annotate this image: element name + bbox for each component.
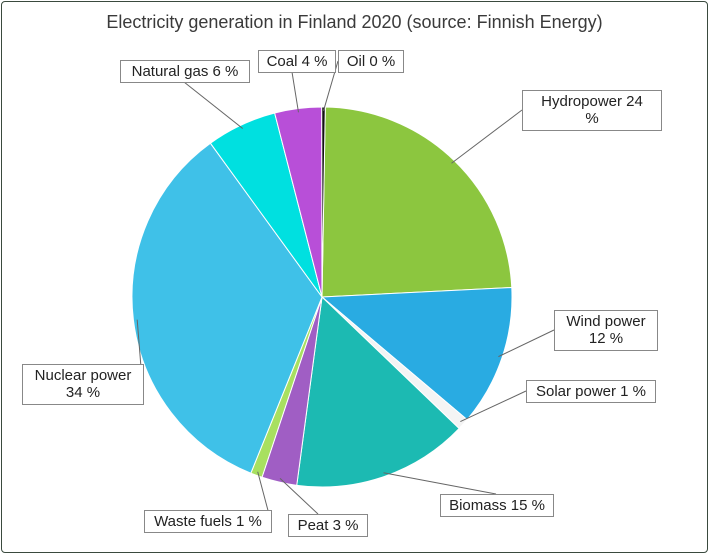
leader-line bbox=[383, 473, 496, 494]
label-natural-gas: Natural gas 6 % bbox=[120, 60, 250, 83]
label-waste-fuels: Waste fuels 1 % bbox=[144, 510, 272, 533]
slice-hydropower bbox=[322, 107, 512, 297]
label-coal: Coal 4 % bbox=[258, 50, 336, 73]
leader-line bbox=[452, 110, 522, 163]
label-hydropower: Hydropower 24 % bbox=[522, 90, 662, 131]
label-biomass: Biomass 15 % bbox=[440, 494, 554, 517]
leader-line bbox=[292, 72, 298, 112]
label-solar-power: Solar power 1 % bbox=[526, 380, 656, 403]
pie-chart bbox=[2, 2, 709, 554]
label-wind-power: Wind power 12 % bbox=[554, 310, 658, 351]
label-nuclear-power: Nuclear power 34 % bbox=[22, 364, 144, 405]
label-oil: Oil 0 % bbox=[338, 50, 404, 73]
label-peat: Peat 3 % bbox=[288, 514, 368, 537]
leader-line bbox=[184, 82, 243, 129]
